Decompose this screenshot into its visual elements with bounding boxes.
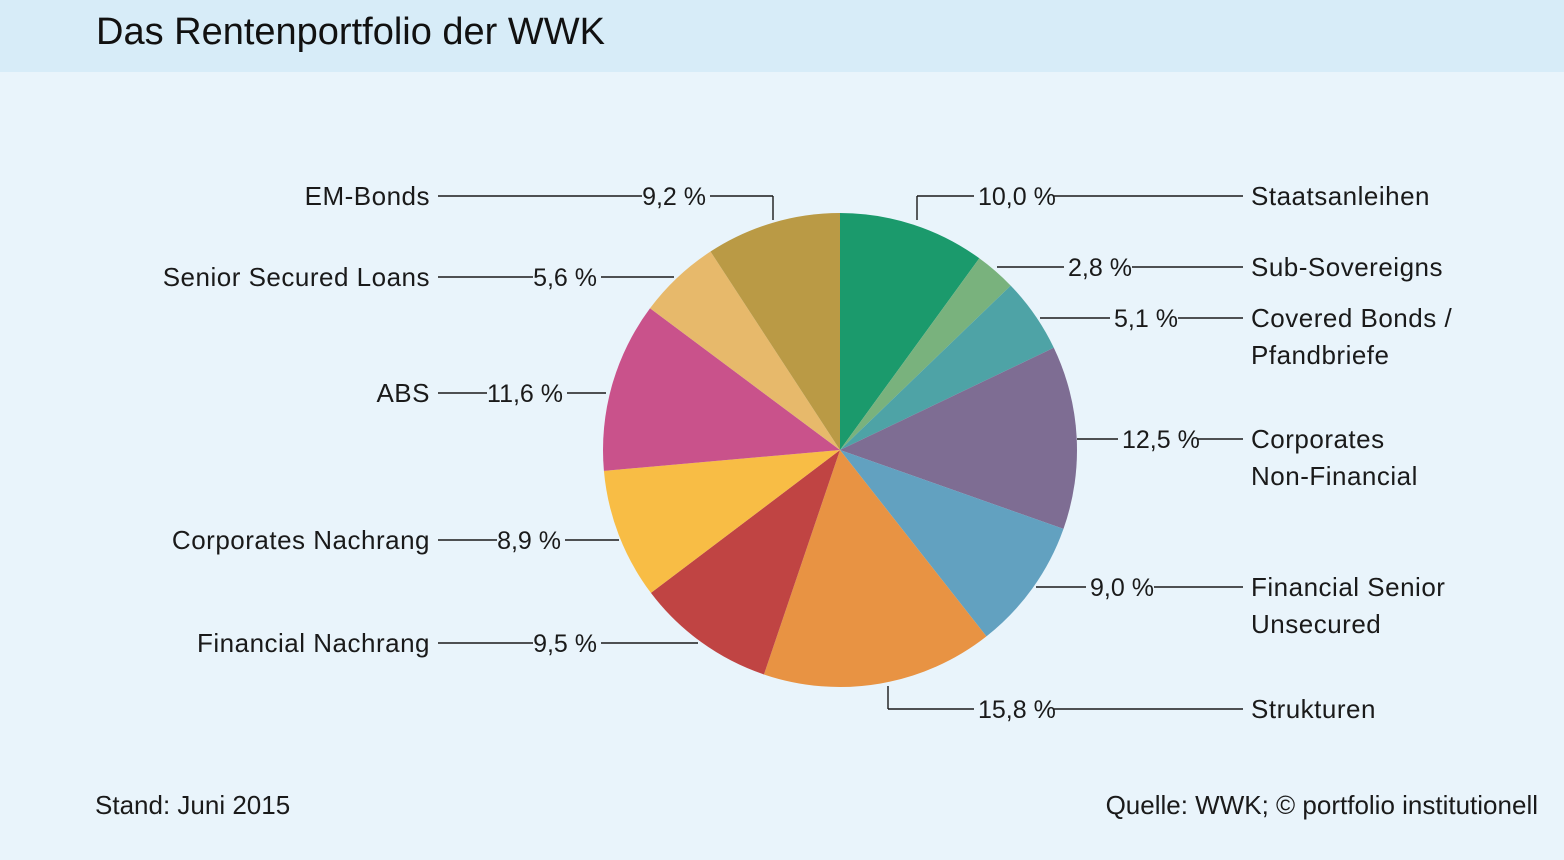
title-bar: Das Rentenportfolio der WWK bbox=[0, 0, 1564, 72]
slice-value-financial-senior-unsecured: 9,0 % bbox=[1090, 574, 1154, 602]
slice-label-covered-bonds-pfandbriefe: Pfandbriefe bbox=[1251, 340, 1389, 370]
date-note: Stand: Juni 2015 bbox=[95, 790, 291, 820]
slice-label-financial-senior-unsecured: Financial Senior bbox=[1251, 572, 1445, 602]
slice-value-senior-secured-loans: 5,6 % bbox=[533, 264, 597, 292]
slice-label-corporates-non-financial: Non-Financial bbox=[1251, 461, 1418, 491]
slice-value-corporates-nachrang: 8,9 % bbox=[497, 527, 561, 555]
slice-value-corporates-non-financial: 12,5 % bbox=[1122, 426, 1200, 454]
pie-slice-staatsanleihen bbox=[840, 213, 980, 450]
slice-value-covered-bonds-pfandbriefe: 5,1 % bbox=[1114, 305, 1178, 333]
pie-slice-em-bonds bbox=[710, 213, 840, 450]
slice-label-em-bonds: EM-Bonds bbox=[305, 181, 430, 211]
slice-label-financial-nachrang: Financial Nachrang bbox=[197, 628, 430, 658]
pie-slice-corporates-non-financial bbox=[840, 347, 1078, 529]
slice-label-financial-senior-unsecured: Unsecured bbox=[1251, 609, 1381, 639]
slice-label-senior-secured-loans: Senior Secured Loans bbox=[163, 262, 430, 292]
pie-slice-financial-senior-unsecured bbox=[840, 450, 1064, 637]
slice-value-staatsanleihen: 10,0 % bbox=[978, 183, 1056, 211]
pie-slice-abs bbox=[603, 308, 840, 471]
pie-slice-covered-bonds-pfandbriefe bbox=[840, 285, 1054, 450]
pie-slice-strukturen bbox=[763, 450, 987, 687]
slice-value-em-bonds: 9,2 % bbox=[642, 183, 706, 211]
slice-value-abs: 11,6 % bbox=[487, 380, 563, 408]
slice-value-strukturen: 15,8 % bbox=[978, 696, 1056, 724]
slice-label-staatsanleihen: Staatsanleihen bbox=[1251, 181, 1430, 211]
source-note: Quelle: WWK; © portfolio institutionell bbox=[1105, 790, 1538, 820]
chart-title: Das Rentenportfolio der WWK bbox=[96, 11, 605, 53]
pie-slice-corporates-nachrang bbox=[603, 450, 840, 593]
pie-slice-sub-sovereigns bbox=[840, 258, 1011, 450]
slice-value-sub-sovereigns: 2,8 % bbox=[1068, 254, 1132, 282]
slice-label-covered-bonds-pfandbriefe: Covered Bonds / bbox=[1251, 303, 1452, 333]
slice-label-corporates-nachrang: Corporates Nachrang bbox=[172, 525, 430, 555]
slice-label-sub-sovereigns: Sub-Sovereigns bbox=[1251, 252, 1443, 282]
pie-slice-financial-nachrang bbox=[650, 450, 840, 675]
slice-label-strukturen: Strukturen bbox=[1251, 694, 1376, 724]
pie-slice-senior-secured-loans bbox=[650, 251, 840, 450]
slice-value-financial-nachrang: 9,5 % bbox=[533, 630, 597, 658]
slice-label-corporates-non-financial: Corporates bbox=[1251, 424, 1385, 454]
slice-label-abs: ABS bbox=[376, 378, 430, 408]
